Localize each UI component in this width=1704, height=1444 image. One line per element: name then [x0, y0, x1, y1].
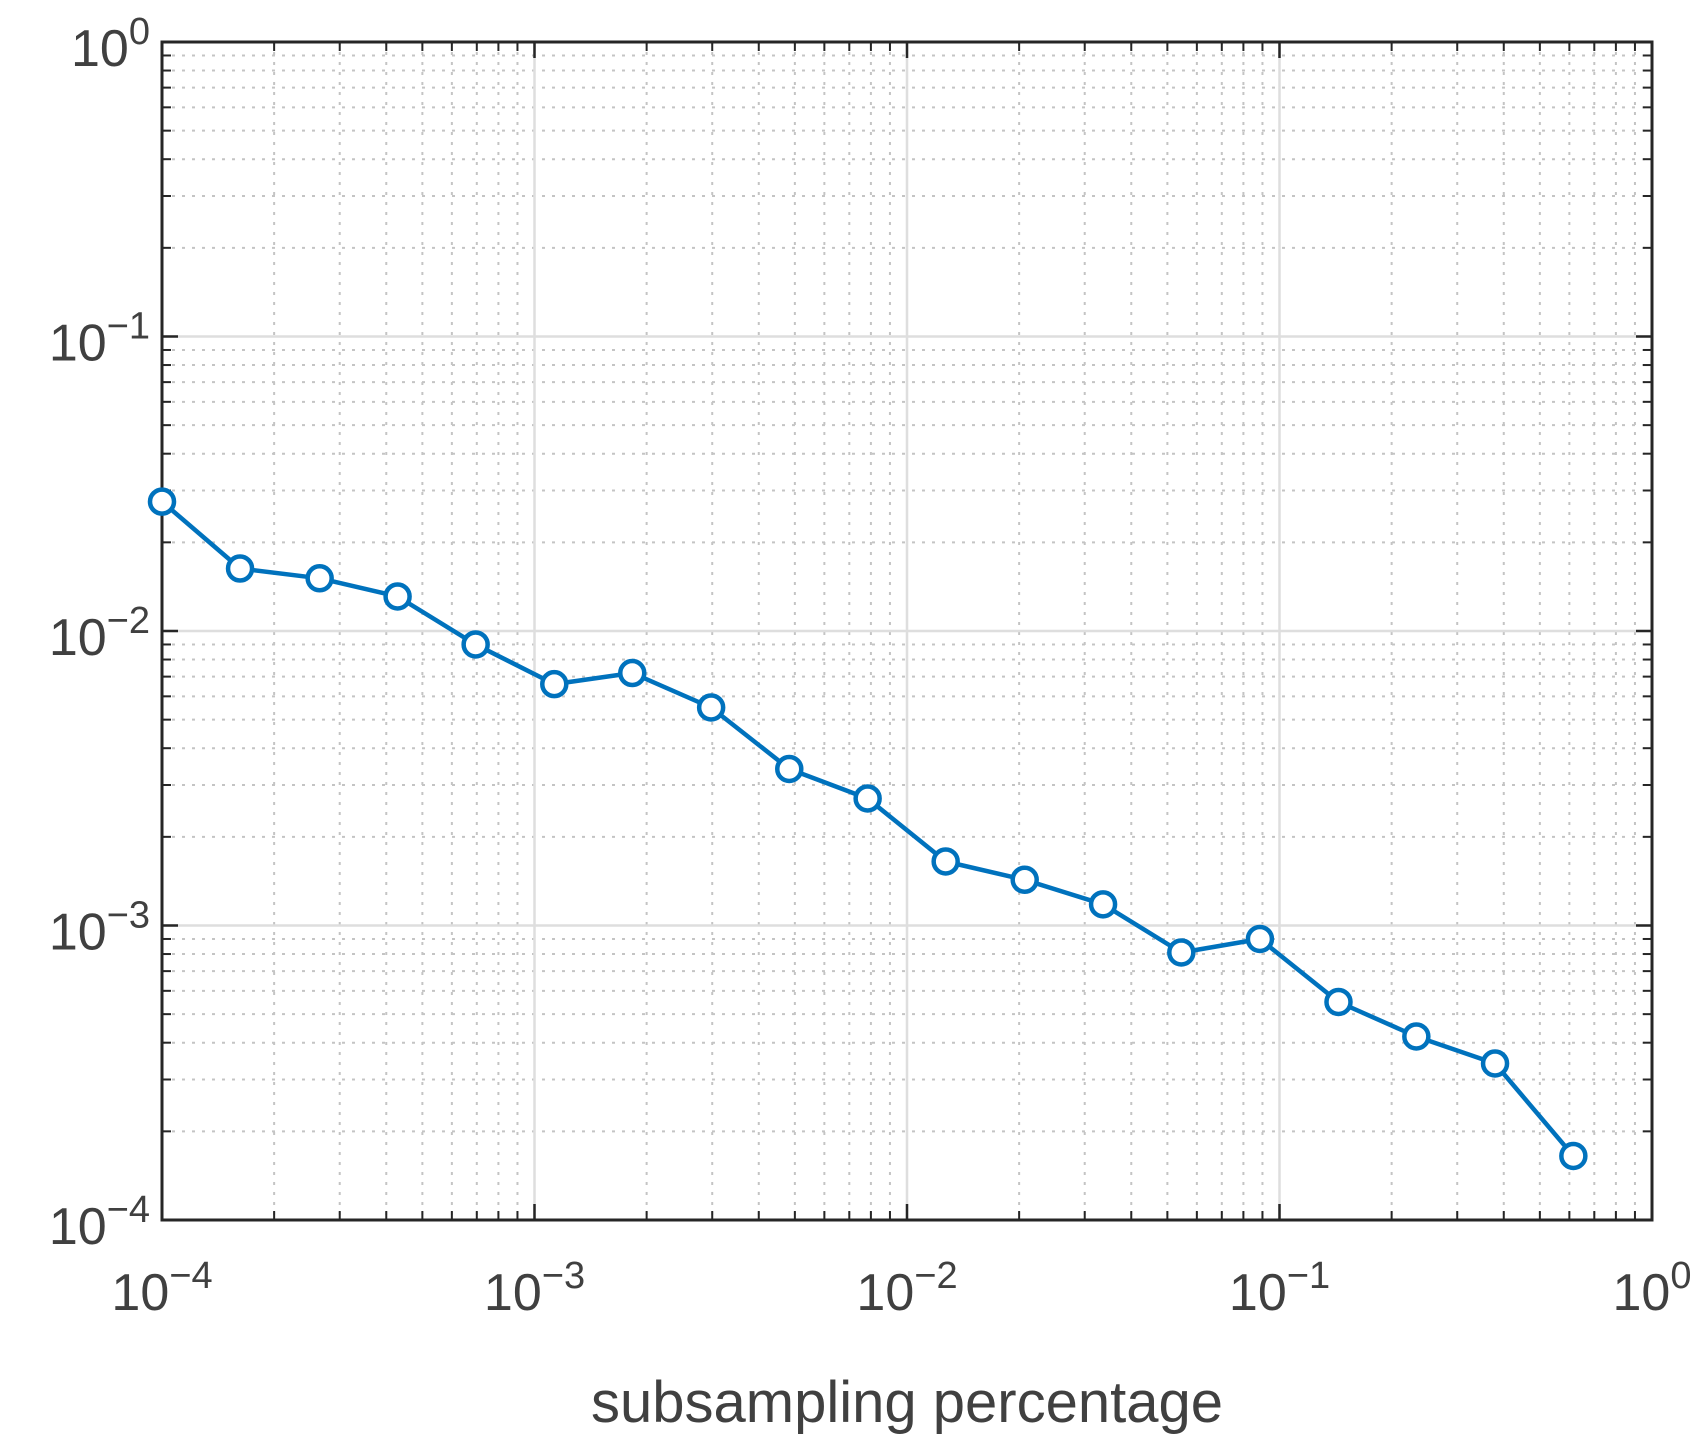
data-point-marker	[618, 658, 647, 688]
data-point-marker	[1010, 865, 1039, 895]
x-tick-label: 100	[1613, 1255, 1692, 1322]
data-point-marker	[540, 669, 569, 699]
data-point-marker	[383, 582, 412, 611]
data-point-marker	[1245, 924, 1275, 954]
data-point-marker	[931, 847, 960, 876]
data-point-marker	[1324, 987, 1353, 1017]
data-point-marker	[1088, 890, 1118, 919]
data-point-marker	[1480, 1049, 1510, 1078]
x-tick-label: 10−4	[111, 1255, 212, 1322]
y-tick-label: 10−3	[49, 895, 150, 962]
data-point-marker	[1559, 1141, 1588, 1171]
data-point-marker	[305, 564, 334, 593]
axis-ticks	[160, 40, 1654, 1222]
data-point-marker	[1167, 938, 1196, 967]
x-tick-labels: 10−4 10−3 10−2 10−1 100	[111, 1255, 1691, 1322]
y-tick-label: 10−1	[49, 306, 150, 373]
data-point-marker	[225, 554, 255, 583]
series-layer	[147, 487, 1588, 1171]
x-tick-label: 10−2	[856, 1255, 957, 1322]
x-tick-label: 10−3	[484, 1255, 585, 1322]
data-point-marker	[147, 487, 177, 516]
data-point-marker	[1402, 1022, 1431, 1051]
x-tick-label: 10−1	[1229, 1255, 1330, 1322]
y-tick-label: 10−4	[49, 1189, 150, 1256]
data-point-marker	[775, 754, 804, 784]
data-point-marker	[461, 630, 490, 659]
y-tick-label: 10−2	[49, 600, 150, 667]
data-point-marker	[853, 784, 882, 813]
data-point-marker	[696, 693, 726, 722]
y-tick-labels: 10−4 10−3 10−2 10−1 100	[49, 11, 150, 1256]
y-tick-label: 100	[71, 11, 150, 78]
x-axis-label: subsampling percentage	[591, 1370, 1223, 1435]
